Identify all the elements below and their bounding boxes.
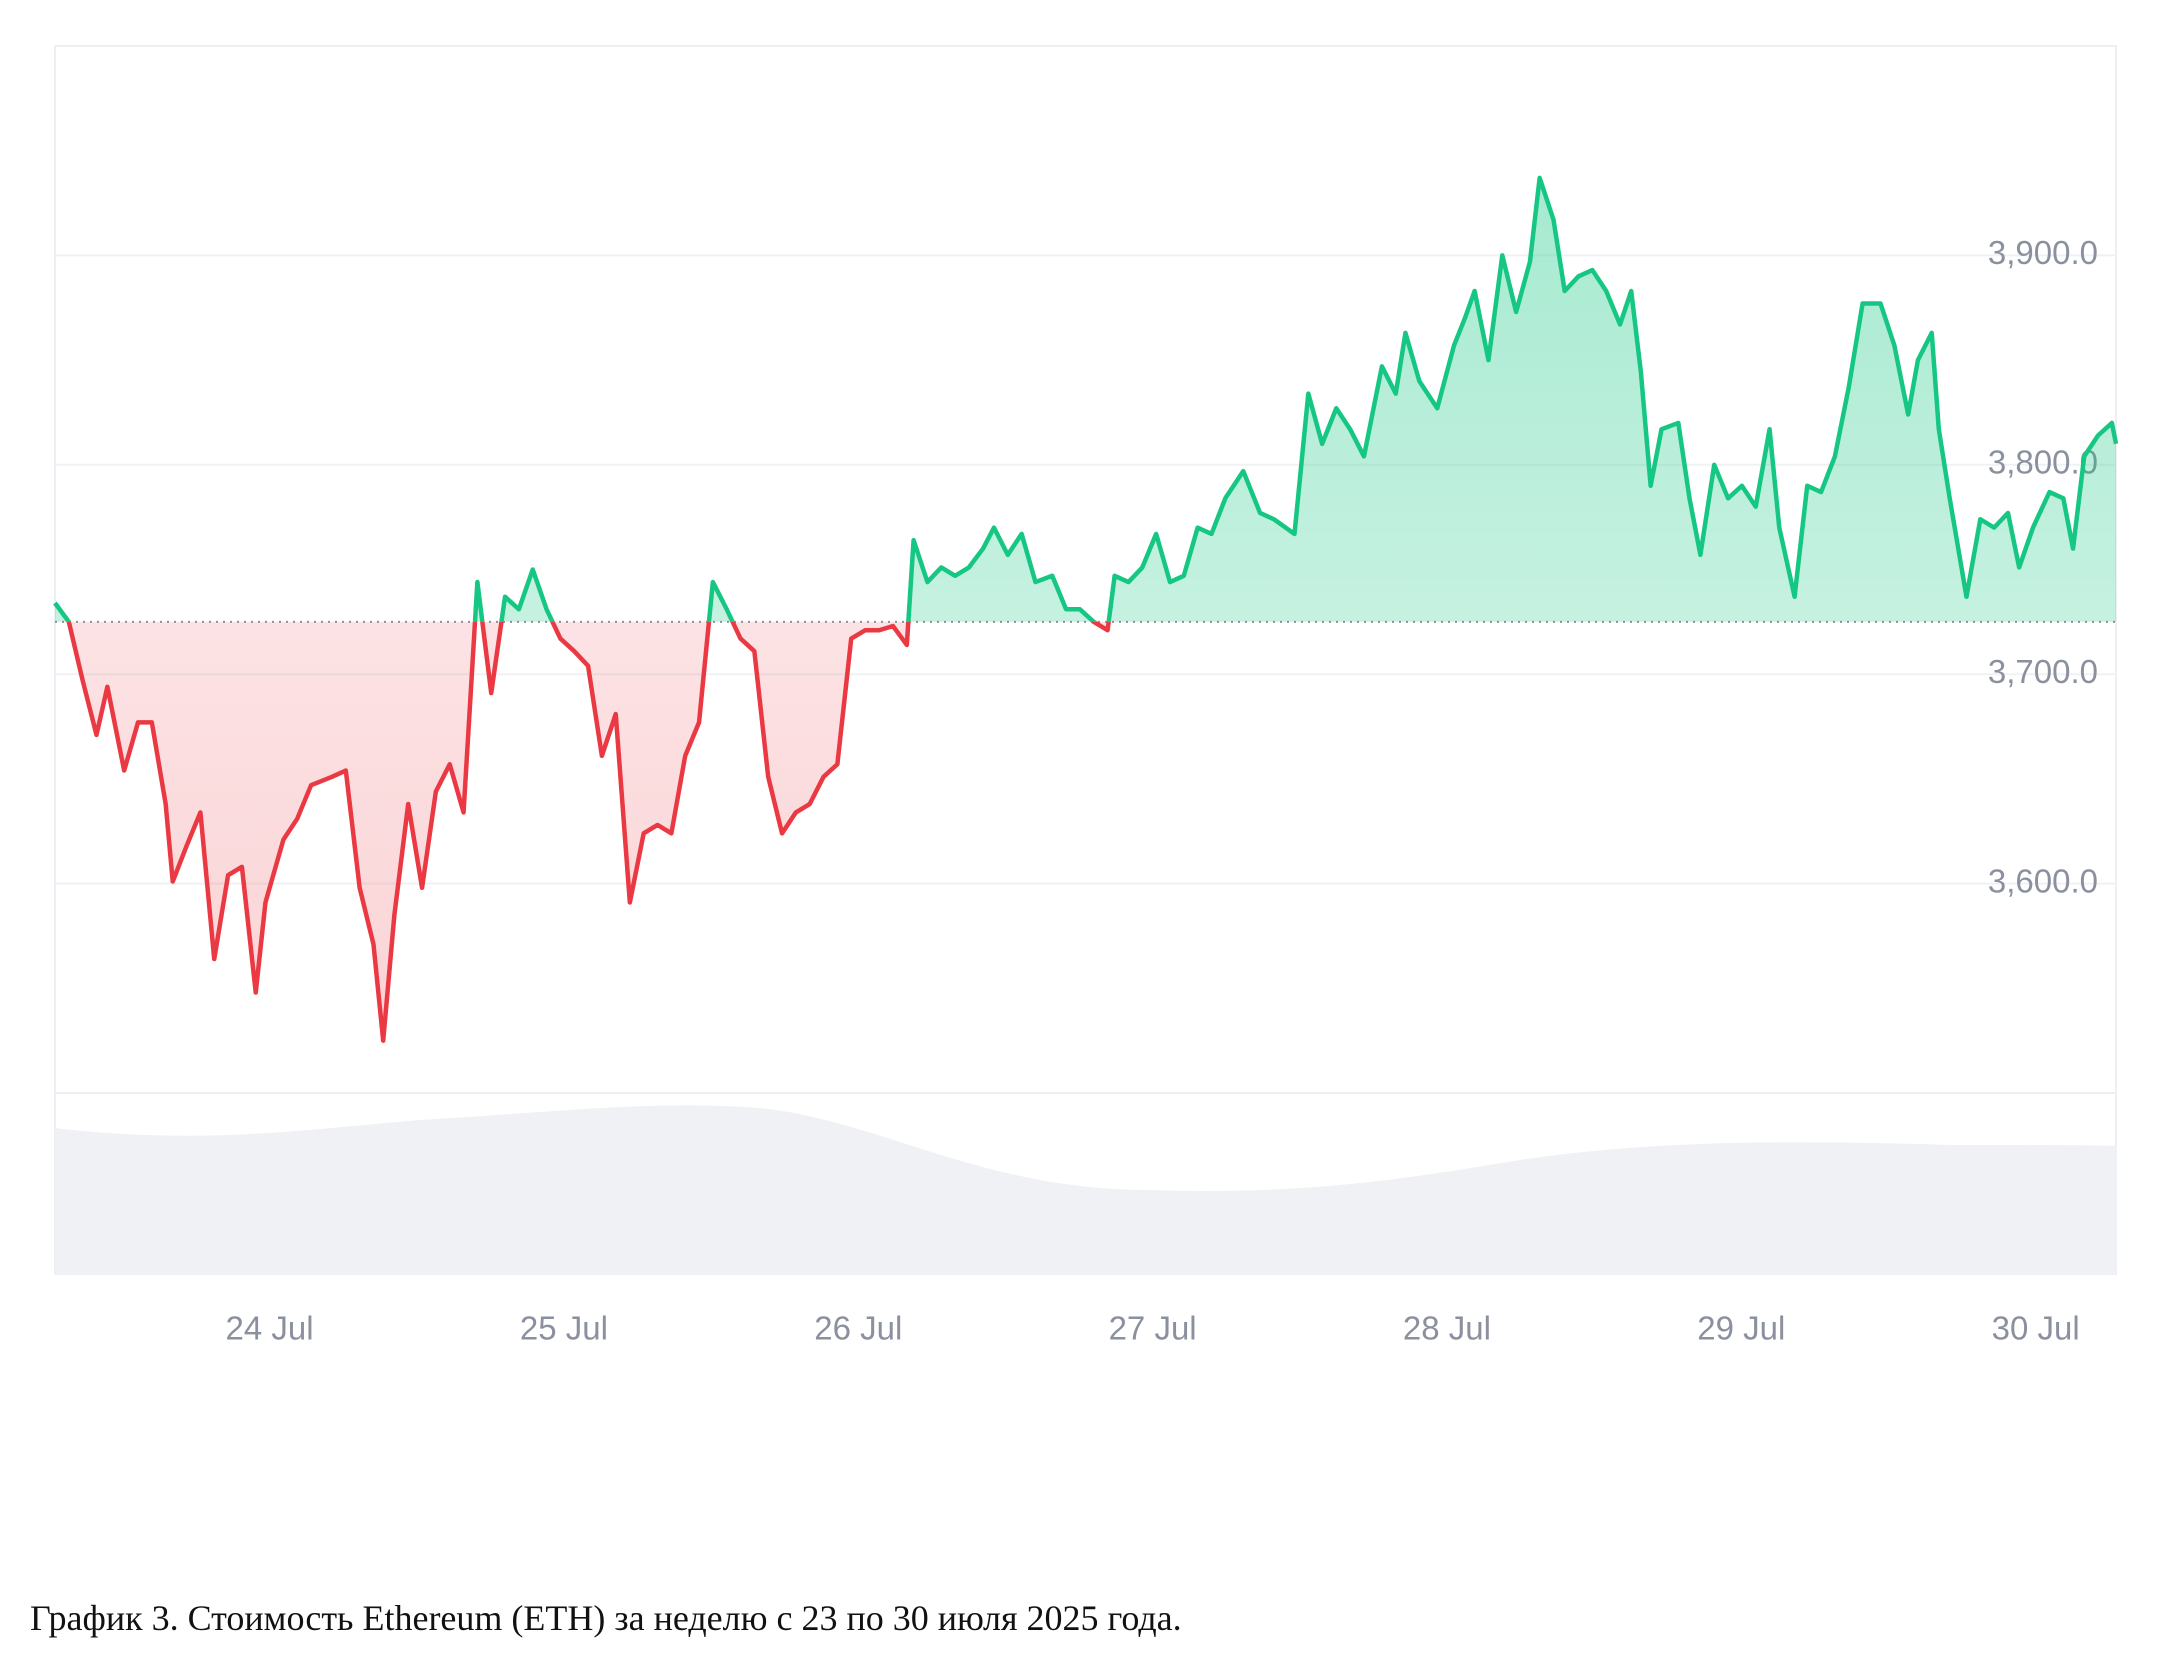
volume-area <box>55 1105 2116 1274</box>
x-tick-label: 28 Jul <box>1403 1310 1491 1347</box>
y-tick-label: 3,700.0 <box>1988 653 2098 690</box>
caption: График 3. Стоимость Ethereum (ETH) за не… <box>30 1598 1182 1638</box>
x-tick-label: 26 Jul <box>814 1310 902 1347</box>
y-tick-label: 3,800.0 <box>1988 444 2098 481</box>
y-tick-label: 3,900.0 <box>1988 234 2098 271</box>
x-tick-label: 29 Jul <box>1697 1310 1785 1347</box>
area-down <box>55 621 2116 1041</box>
x-tick-label: 27 Jul <box>1109 1310 1197 1347</box>
x-tick-label: 25 Jul <box>520 1310 608 1347</box>
x-tick-label: 30 Jul <box>1992 1310 2080 1347</box>
price-line-up <box>53 175 2119 622</box>
price-line-down <box>66 621 1111 1043</box>
y-tick-label: 3,600.0 <box>1988 862 2098 899</box>
area-up <box>55 177 2116 622</box>
x-tick-label: 24 Jul <box>226 1310 314 1347</box>
